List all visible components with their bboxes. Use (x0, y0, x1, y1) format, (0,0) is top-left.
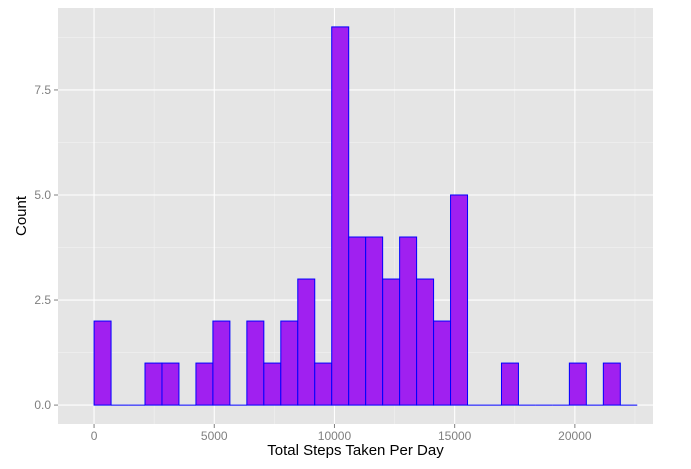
x-tick-label: 0 (91, 429, 98, 443)
y-tick-label: 7.5 (34, 83, 51, 97)
histogram-bar (161, 362, 180, 406)
histogram-bar (348, 236, 367, 406)
histogram-bar (144, 362, 163, 406)
histogram-bar (297, 278, 316, 406)
histogram-bar (246, 320, 265, 406)
y-axis-title: Count (13, 195, 30, 236)
y-tick-label: 2.5 (34, 293, 51, 307)
histogram-bar (195, 362, 214, 406)
y-axis-ticks: 0.0 2.5 5.0 7.5 (34, 83, 58, 412)
histogram-bar (416, 278, 435, 406)
histogram-bar (212, 320, 231, 406)
y-tick-label: 5.0 (34, 188, 51, 202)
histogram-bar (399, 236, 418, 406)
histogram-bar (314, 362, 333, 406)
histogram-bar (382, 278, 401, 406)
histogram-bar (93, 320, 112, 406)
x-tick-label: 10000 (318, 429, 352, 443)
histogram-bar (568, 362, 587, 406)
x-tick-label: 15000 (438, 429, 472, 443)
x-tick-label: 20000 (558, 429, 592, 443)
histogram-bar (263, 362, 282, 406)
x-tick-label: 5000 (201, 429, 228, 443)
bars-layer (93, 26, 638, 406)
histogram-bar (365, 236, 384, 406)
histogram-bar (280, 320, 299, 406)
y-tick-label: 0.0 (34, 398, 51, 412)
histogram-bar (602, 362, 621, 406)
histogram-bar (433, 320, 452, 406)
x-axis-title: Total Steps Taken Per Day (267, 442, 444, 459)
histogram-bar (450, 194, 469, 406)
histogram-bar (331, 26, 350, 406)
histogram-bar (500, 362, 519, 406)
x-axis-ticks: 0 5000 10000 15000 20000 (91, 424, 592, 443)
